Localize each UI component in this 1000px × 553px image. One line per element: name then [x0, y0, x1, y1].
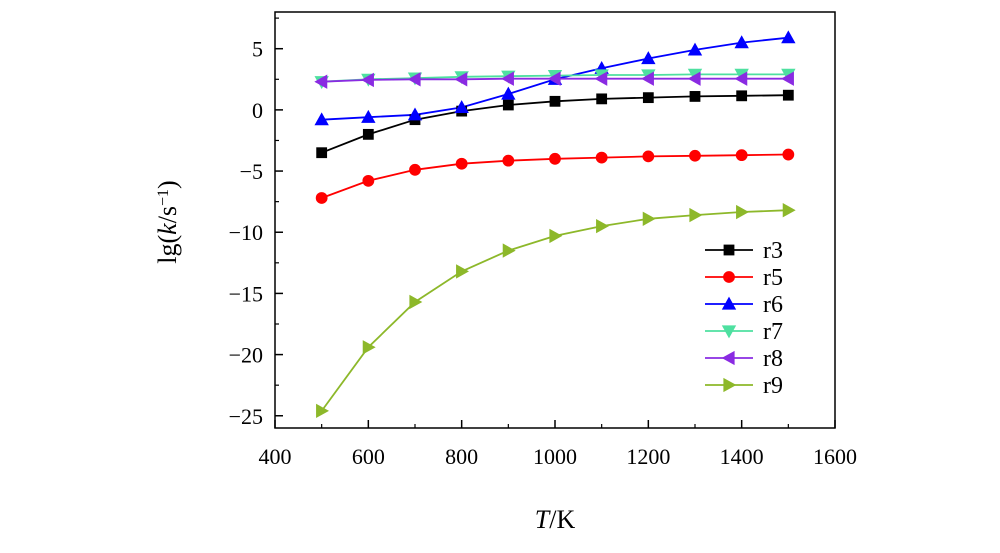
- legend-label: r6: [763, 292, 783, 318]
- legend-label: r7: [763, 319, 783, 345]
- y-tick-label: −10: [229, 220, 263, 245]
- data-point-r3: [362, 128, 374, 140]
- data-point-r9: [456, 264, 469, 279]
- y-tick-label: −15: [229, 281, 263, 306]
- legend-item-r8: r8: [705, 346, 783, 372]
- data-point-r5: [735, 149, 748, 162]
- x-axis-title-unit: /K: [549, 505, 575, 534]
- data-point-r5: [409, 163, 421, 176]
- data-point-r3: [549, 95, 561, 107]
- data-point-r6: [407, 107, 423, 121]
- data-point-r3: [642, 92, 654, 104]
- data-point-r5: [455, 157, 468, 170]
- data-point-r8: [687, 71, 701, 86]
- data-point-r6: [781, 30, 796, 44]
- data-point-r9: [549, 228, 563, 244]
- data-point-r9: [316, 403, 329, 419]
- data-point-r9: [642, 211, 656, 226]
- data-point-r3: [689, 91, 701, 102]
- data-point-r5: [689, 149, 701, 162]
- data-point-r6: [454, 100, 469, 114]
- data-point-r9: [782, 203, 796, 218]
- x-tick-label: 600: [352, 444, 385, 469]
- data-point-r8: [501, 71, 514, 86]
- data-point-r9: [689, 207, 703, 223]
- x-tick-label: 1600: [813, 444, 857, 469]
- y-tick-label: −25: [229, 404, 263, 429]
- data-point-r6: [314, 112, 329, 126]
- data-point-r6: [641, 51, 656, 65]
- legend-label: r8: [763, 346, 783, 372]
- y-axis-title: lg(k/s−1): [153, 180, 182, 263]
- data-point-r8: [547, 71, 561, 86]
- y-tick-label: −5: [240, 159, 263, 184]
- data-point-r8: [314, 74, 328, 89]
- y-axis-title-prefix: lg(: [153, 235, 182, 264]
- plot-markers: [314, 30, 796, 419]
- data-point-r5: [362, 174, 375, 187]
- legend-item-r5: r5: [705, 265, 783, 291]
- data-point-r6: [361, 109, 376, 123]
- legend-marker: [723, 244, 735, 256]
- legend-label: r9: [763, 373, 783, 399]
- data-point-r3: [596, 93, 608, 105]
- data-point-r6: [687, 42, 703, 56]
- data-point-r5: [782, 148, 795, 161]
- data-point-r9: [362, 340, 376, 355]
- data-point-r8: [407, 72, 421, 87]
- data-point-r8: [641, 71, 654, 86]
- x-tick-label: 1200: [626, 444, 670, 469]
- data-point-r5: [502, 154, 515, 167]
- data-point-r5: [642, 150, 655, 163]
- x-axis-title-variable: T: [535, 505, 551, 534]
- data-point-r5: [549, 152, 561, 165]
- y-axis-title-unit: /s: [153, 206, 182, 223]
- y-axis-title-variable: k: [153, 223, 182, 235]
- data-point-r8: [594, 71, 608, 86]
- plot-lines: [320, 36, 789, 412]
- data-point-r8: [454, 72, 468, 87]
- data-point-r6: [501, 86, 516, 100]
- y-tick-label: 0: [252, 98, 263, 123]
- series-line-r9: [320, 209, 789, 412]
- data-point-r3: [736, 90, 748, 102]
- data-point-r5: [595, 151, 608, 164]
- data-point-r9: [502, 243, 516, 258]
- data-point-r9: [596, 218, 609, 234]
- x-axis-ticks: 400 600 800 1000 1200 1400 1600: [259, 420, 857, 469]
- data-point-r8: [734, 71, 748, 86]
- y-axis-ticks: 5 0 −5 −10 −15 −20 −25: [229, 17, 283, 429]
- legend-marker: [723, 271, 735, 283]
- x-tick-label: 1000: [533, 444, 577, 469]
- data-point-r3: [502, 99, 514, 111]
- x-tick-label: 400: [259, 444, 292, 469]
- x-tick-label: 1400: [720, 444, 764, 469]
- y-axis-title-exponent: −1: [155, 189, 172, 206]
- data-point-r3: [782, 89, 794, 101]
- legend-marker: [721, 325, 737, 339]
- data-point-r6: [734, 35, 749, 49]
- y-tick-label: 5: [252, 37, 263, 62]
- data-point-r3: [316, 147, 328, 159]
- data-point-r5: [315, 192, 328, 204]
- legend-item-r7: r7: [705, 319, 783, 345]
- legend-label: r5: [763, 265, 783, 291]
- legend-marker: [721, 296, 737, 310]
- data-point-r9: [736, 204, 749, 220]
- legend-label: r3: [763, 238, 783, 264]
- x-axis-title: T/K: [535, 505, 576, 534]
- y-tick-label: −20: [229, 343, 263, 368]
- x-tick-label: 800: [445, 444, 478, 469]
- data-point-r8: [781, 71, 794, 86]
- legend-marker: [723, 377, 737, 393]
- legend-marker: [721, 350, 735, 366]
- y-axis-title-suffix: ): [153, 180, 182, 189]
- data-point-r8: [361, 72, 374, 88]
- legend-item-r3: r3: [705, 238, 783, 264]
- data-point-r9: [409, 294, 423, 310]
- legend-item-r9: r9: [705, 373, 783, 399]
- legend-item-r6: r6: [705, 292, 783, 318]
